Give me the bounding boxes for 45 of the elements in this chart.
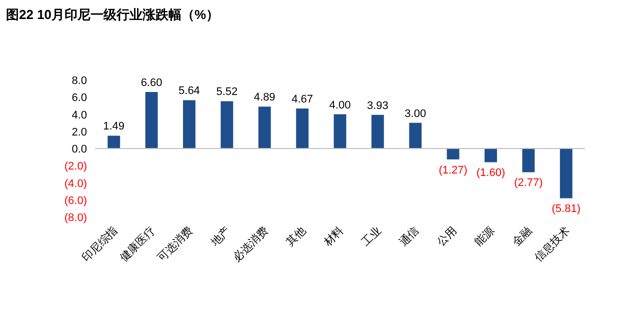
bar: [334, 114, 346, 148]
x-tick-label: 能源: [472, 224, 497, 249]
data-label: 3.93: [366, 100, 388, 112]
bar: [522, 148, 535, 172]
data-label: 5.52: [216, 86, 238, 98]
x-tick-label: 工业: [359, 224, 384, 249]
y-tick-label: (8.0): [64, 212, 87, 224]
bar: [258, 106, 271, 148]
bar: [371, 114, 384, 148]
chart-title: 图22 10月印尼一级行业涨跌幅（%）: [6, 7, 220, 22]
y-tick-label: 2.0: [72, 126, 87, 138]
y-tick-label: (2.0): [64, 160, 87, 173]
data-label: (2.77): [514, 177, 543, 190]
y-tick-label: 0.0: [72, 144, 87, 156]
bar: [484, 148, 497, 162]
bar: [220, 101, 234, 148]
bar: [183, 100, 196, 148]
y-tick-label: 8.0: [72, 75, 87, 87]
y-tick-label: 6.0: [72, 92, 87, 104]
data-label: (1.27): [438, 164, 468, 176]
data-label: 3.00: [404, 108, 426, 120]
bar: [409, 122, 422, 148]
bar: [296, 108, 309, 148]
bar: [560, 148, 572, 198]
data-label: 1.49: [103, 120, 125, 133]
bar: [446, 148, 460, 160]
data-label: (5.81): [552, 203, 581, 216]
data-label: 4.89: [254, 92, 276, 104]
x-tick-label: 其他: [284, 224, 308, 249]
data-label: 4.67: [292, 94, 314, 106]
bar: [108, 136, 120, 148]
data-label: 5.64: [178, 85, 200, 98]
x-tick-label: 通信: [396, 224, 422, 249]
y-tick-label: 4.0: [72, 109, 87, 122]
x-tick-label: 健康医疗: [117, 224, 158, 264]
data-label: 4.00: [329, 99, 351, 112]
x-tick-label: 公用: [435, 224, 460, 249]
data-label: (1.60): [476, 167, 506, 180]
x-tick-label: 可选消费: [155, 224, 196, 264]
x-tick-label: 印尼综指: [80, 224, 120, 264]
y-tick-label: (4.0): [64, 178, 87, 190]
x-tick-label: 材料: [320, 224, 346, 250]
bar: [145, 92, 158, 148]
y-tick-label: (6.0): [64, 194, 87, 207]
data-label: 6.60: [140, 76, 162, 89]
